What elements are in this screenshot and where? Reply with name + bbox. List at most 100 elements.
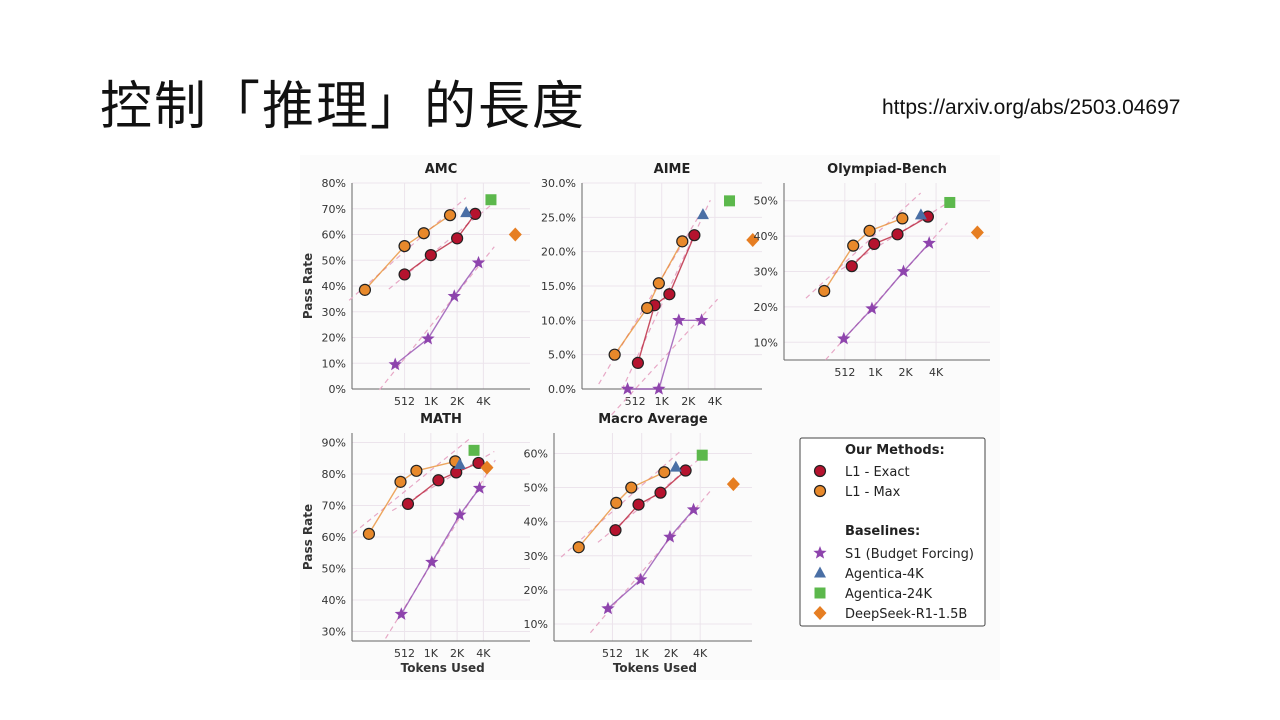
data-point-max bbox=[652, 277, 665, 290]
y-tick-label: 10% bbox=[754, 336, 778, 349]
series-line-max bbox=[578, 471, 665, 548]
data-point-exact bbox=[631, 356, 644, 370]
data-point-max bbox=[394, 475, 407, 488]
x-tick-label: 1K bbox=[424, 395, 439, 408]
panel-title: AMC bbox=[425, 162, 458, 177]
y-tick-label: 10% bbox=[322, 357, 346, 370]
figure: 0% 10% 20% 30% 40% 50% 60% 70% 80% 512 1K 2K 4K AMC Pa… bbox=[300, 155, 1000, 680]
legend-marker-deepseek-icon bbox=[813, 606, 827, 620]
data-point-s1 bbox=[388, 357, 402, 371]
data-point-agentica24k bbox=[724, 195, 736, 207]
slide-title: 控制「推理」的長度 bbox=[100, 77, 587, 137]
data-point-s1 bbox=[453, 507, 467, 521]
data-point-exact bbox=[432, 474, 445, 487]
data-point-exact bbox=[663, 288, 676, 301]
data-point-agentica4k bbox=[460, 206, 473, 218]
y-tick-label: 30% bbox=[524, 550, 548, 563]
y-tick-label: 20.0% bbox=[541, 246, 576, 259]
y-tick-label: 70% bbox=[322, 499, 346, 512]
series-line-max bbox=[368, 460, 456, 535]
x-tick-label: 512 bbox=[625, 395, 646, 408]
legend-marker-exact-icon bbox=[813, 464, 827, 478]
x-tick-label: 512 bbox=[834, 366, 855, 379]
trend-dashed-max bbox=[805, 192, 922, 299]
y-tick-label: 50% bbox=[322, 563, 346, 576]
y-tick-label: 40% bbox=[322, 594, 346, 607]
data-point-exact bbox=[632, 498, 645, 511]
data-point-max bbox=[410, 464, 423, 477]
data-point-max bbox=[658, 466, 671, 479]
x-tick-label: 4K bbox=[708, 395, 723, 408]
legend-label: L1 - Max bbox=[845, 485, 901, 500]
y-tick-label: 90% bbox=[322, 436, 346, 449]
y-tick-label: 10% bbox=[524, 618, 548, 631]
data-point-max bbox=[676, 235, 689, 248]
data-point-max bbox=[896, 212, 909, 225]
legend-marker-agentica24k-icon bbox=[814, 587, 826, 599]
data-point-s1 bbox=[394, 607, 408, 620]
data-point-s1 bbox=[471, 255, 486, 269]
data-point-max bbox=[572, 541, 585, 554]
legend-marker-max-icon bbox=[813, 484, 827, 498]
legend-item-max: L1 - Max bbox=[813, 484, 901, 500]
y-tick-label: 30% bbox=[322, 626, 346, 639]
data-point-agentica4k bbox=[696, 208, 709, 220]
y-tick-label: 20% bbox=[322, 332, 346, 345]
y-tick-label: 30% bbox=[754, 266, 778, 279]
data-point-deepseek bbox=[746, 232, 760, 247]
y-tick-label: 80% bbox=[322, 468, 346, 481]
y-tick-label: 40% bbox=[754, 230, 778, 243]
data-point-max bbox=[818, 284, 831, 298]
legend-label: Agentica-4K bbox=[845, 567, 924, 582]
y-axis-label: Pass Rate bbox=[301, 253, 315, 319]
x-axis-label: Tokens Used bbox=[613, 661, 697, 675]
x-tick-label: 4K bbox=[929, 366, 944, 379]
y-tick-label: 10.0% bbox=[541, 314, 576, 327]
data-point-s1 bbox=[837, 331, 851, 345]
panel-macro-average: 10% 20% 30% 40% 50% 60% 512 1K 2K 4K Macro Average… bbox=[524, 412, 752, 675]
x-tick-label: 1K bbox=[635, 647, 650, 660]
data-point-s1 bbox=[694, 313, 709, 326]
legend-label: Agentica-24K bbox=[845, 587, 932, 602]
panel-amc: 0% 10% 20% 30% 40% 50% 60% 70% 80% 512 1K 2K 4K AMC Pa… bbox=[301, 162, 530, 408]
x-tick-label: 2K bbox=[681, 395, 696, 408]
data-point-s1 bbox=[447, 289, 461, 302]
data-point-exact bbox=[451, 232, 464, 245]
data-point-s1 bbox=[672, 313, 686, 326]
series-line-exact bbox=[614, 469, 687, 531]
x-tick-label: 4K bbox=[476, 395, 491, 408]
series-line-max bbox=[823, 217, 903, 292]
series-line-s1 bbox=[394, 262, 480, 366]
data-point-agentica24k bbox=[944, 196, 956, 208]
data-point-max bbox=[625, 481, 638, 494]
data-point-exact bbox=[401, 497, 415, 511]
data-point-agentica4k bbox=[914, 208, 927, 220]
x-tick-label: 4K bbox=[476, 647, 491, 660]
y-tick-label: 15.0% bbox=[541, 280, 576, 293]
y-tick-label: 20% bbox=[524, 584, 548, 597]
y-tick-label: 60% bbox=[322, 531, 346, 544]
trend-dashed-max bbox=[352, 437, 472, 534]
data-point-max bbox=[358, 283, 372, 296]
y-tick-label: 20% bbox=[754, 301, 778, 314]
series-line-s1 bbox=[627, 319, 702, 390]
paper-url[interactable]: https://arxiv.org/abs/2503.04697 bbox=[882, 96, 1181, 119]
x-tick-label: 2K bbox=[664, 647, 679, 660]
data-point-s1 bbox=[620, 382, 635, 395]
series-line-s1 bbox=[607, 509, 695, 610]
y-tick-label: 0% bbox=[329, 383, 346, 396]
data-point-agentica4k bbox=[453, 458, 466, 470]
data-point-s1 bbox=[865, 301, 879, 315]
data-point-s1 bbox=[425, 555, 439, 568]
x-tick-label: 2K bbox=[899, 366, 914, 379]
legend-item-s1: S1 (Budget Forcing) bbox=[813, 546, 974, 562]
series-line-exact bbox=[407, 462, 479, 505]
data-point-agentica24k bbox=[696, 449, 708, 461]
y-tick-label: 30.0% bbox=[541, 177, 576, 190]
y-tick-label: 60% bbox=[322, 229, 346, 242]
data-point-max bbox=[610, 496, 623, 510]
data-point-max bbox=[847, 239, 860, 252]
data-point-max bbox=[417, 227, 430, 240]
legend-label: L1 - Exact bbox=[845, 465, 910, 480]
series-line-s1 bbox=[843, 242, 930, 340]
